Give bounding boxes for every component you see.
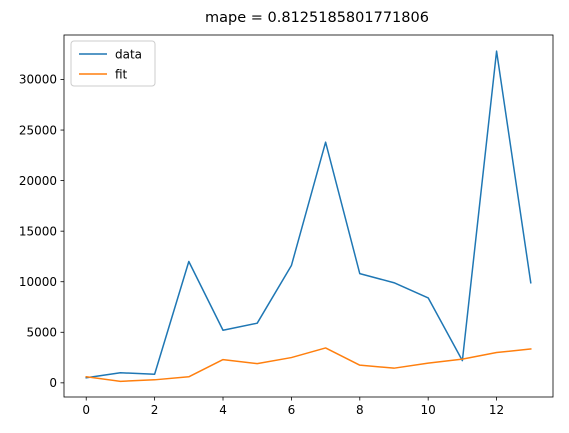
axes-frame (63, 34, 554, 398)
y-tick-label: 0 (49, 376, 57, 390)
series-line-fit (85, 347, 532, 383)
plot-area (85, 50, 532, 383)
legend-box (70, 40, 156, 87)
axis-ticks: 0 2 4 6 8 10 12 0 5000 10000 15000 20000 25000 30000 (19, 73, 504, 417)
x-tick-label: 8 (356, 403, 364, 417)
legend-label-data: data (115, 47, 142, 61)
x-tick-label: 10 (421, 403, 436, 417)
chart-title: mape = 0.8125185801771806 (205, 10, 429, 26)
series-line-data (85, 50, 532, 379)
legend-label-fit: fit (115, 67, 128, 81)
x-tick-label: 12 (489, 403, 504, 417)
y-tick-label: 25000 (19, 123, 57, 137)
y-tick-label: 10000 (19, 275, 57, 289)
x-tick-label: 4 (219, 403, 227, 417)
legend: data fit (70, 40, 156, 87)
x-tick-label: 6 (288, 403, 296, 417)
y-tick-label: 5000 (26, 325, 57, 339)
x-tick-label: 2 (151, 403, 159, 417)
y-tick-label: 30000 (19, 73, 57, 87)
x-tick-label: 0 (82, 403, 90, 417)
y-tick-label: 20000 (19, 174, 57, 188)
y-tick-label: 15000 (19, 224, 57, 238)
